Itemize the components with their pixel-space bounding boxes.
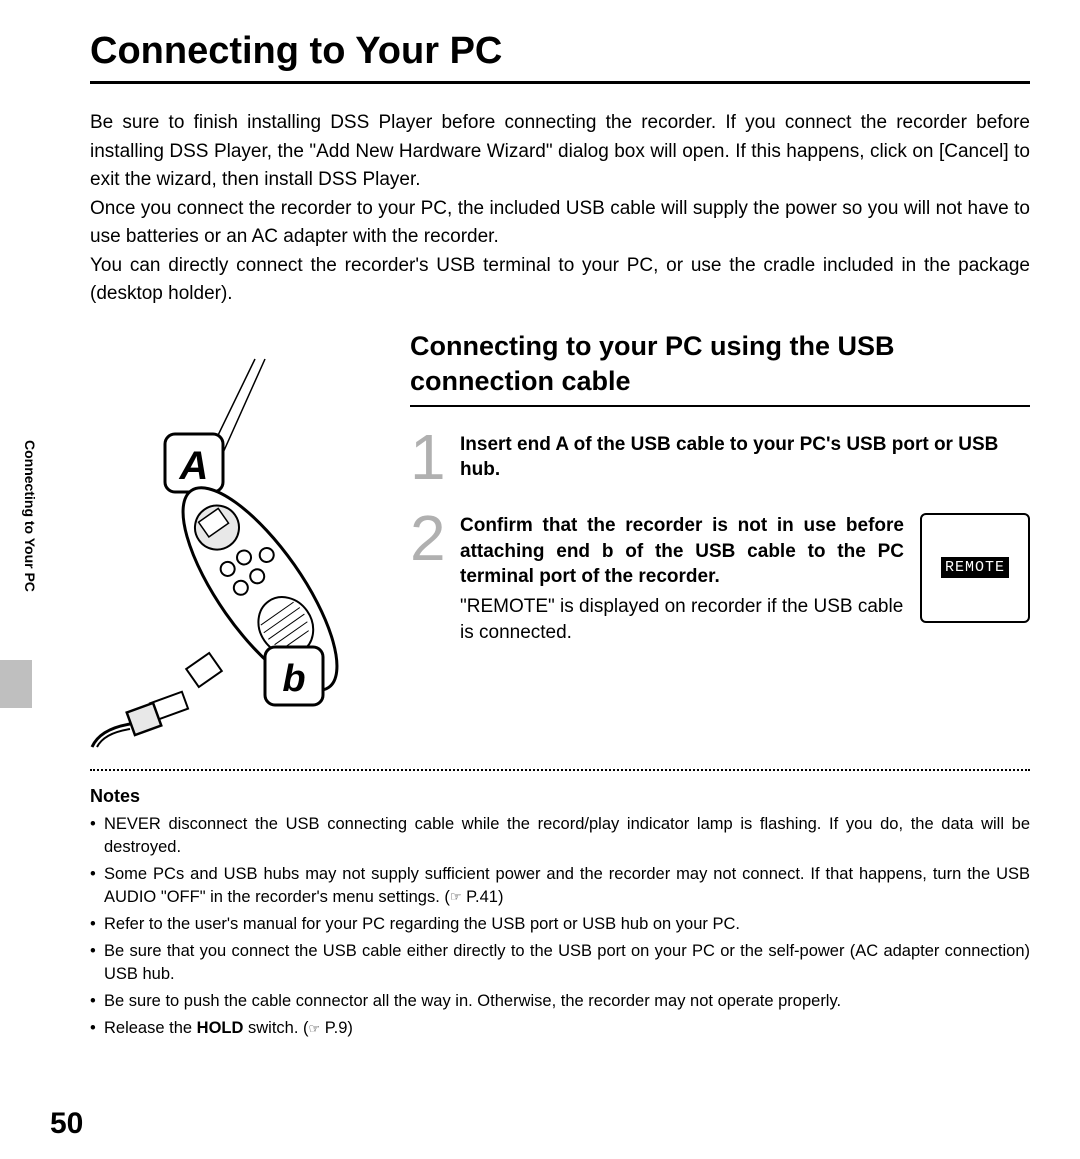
intro-p2: Once you connect the recorder to your PC… <box>90 195 1030 252</box>
step-2-number: 2 <box>410 513 450 564</box>
intro-p3: You can directly connect the recorder's … <box>90 252 1030 309</box>
step-2: 2 Confirm that the recorder is not in us… <box>410 513 1030 647</box>
svg-text:A: A <box>179 444 209 488</box>
remote-label: REMOTE <box>941 557 1009 578</box>
step-2-desc: "REMOTE" is displayed on recorder if the… <box>460 594 904 647</box>
note-item: Refer to the user's manual for your PC r… <box>90 913 1030 936</box>
content-row: A <box>90 329 1030 754</box>
side-tab-text: Connecting to Your PC <box>22 440 38 592</box>
step-1-title: Insert end A of the USB cable to your PC… <box>460 432 1030 483</box>
note-item: Be sure to push the cable connector all … <box>90 990 1030 1013</box>
note-item: Release the HOLD switch. (☞ P.9) <box>90 1017 1030 1040</box>
step-2-title: Confirm that the recorder is not in use … <box>460 513 904 590</box>
side-tab: Connecting to Your PC <box>12 440 48 592</box>
device-svg: A <box>90 329 390 749</box>
intro-p1: Be sure to finish installing DSS Player … <box>90 109 1030 195</box>
title-rule <box>90 81 1030 84</box>
sub-heading: Connecting to your PC using the USB conn… <box>410 329 1030 399</box>
right-column: Connecting to your PC using the USB conn… <box>410 329 1030 754</box>
notes-heading: Notes <box>90 786 1030 807</box>
note-item: Some PCs and USB hubs may not supply suf… <box>90 863 1030 909</box>
note-item: Be sure that you connect the USB cable e… <box>90 940 1030 986</box>
reference-icon: ☞ <box>450 888 462 906</box>
page-title: Connecting to Your PC <box>90 30 1030 73</box>
reference-icon: ☞ <box>309 1020 321 1038</box>
illustration: A <box>90 329 390 754</box>
svg-text:b: b <box>282 658 305 700</box>
dotted-rule <box>90 769 1030 771</box>
intro-block: Be sure to finish installing DSS Player … <box>90 109 1030 309</box>
remote-display-box: REMOTE <box>920 513 1030 623</box>
step-1: 1 Insert end A of the USB cable to your … <box>410 432 1030 483</box>
sub-rule <box>410 405 1030 407</box>
notes-list: NEVER disconnect the USB connecting cabl… <box>90 813 1030 1041</box>
step-1-number: 1 <box>410 432 450 483</box>
page-number: 50 <box>50 1107 83 1141</box>
notes-section: Notes NEVER disconnect the USB connectin… <box>90 786 1030 1041</box>
note-item: NEVER disconnect the USB connecting cabl… <box>90 813 1030 859</box>
side-tab-bar <box>0 660 32 708</box>
